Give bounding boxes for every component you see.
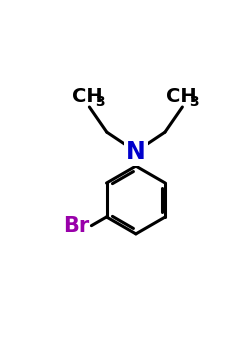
Text: 3: 3 [95, 95, 105, 109]
Text: 3: 3 [189, 95, 199, 109]
Text: CH: CH [72, 87, 103, 106]
Text: N: N [126, 140, 146, 163]
Text: Br: Br [63, 216, 90, 236]
Text: CH: CH [166, 87, 197, 106]
